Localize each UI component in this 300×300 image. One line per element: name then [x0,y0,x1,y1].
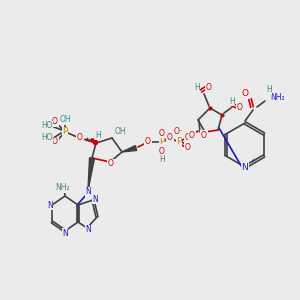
Text: H: H [229,97,235,106]
Text: O: O [77,134,83,142]
Text: OH: OH [59,116,71,124]
Text: N: N [242,163,248,172]
Text: +: + [250,158,255,163]
Text: O: O [201,130,207,140]
Text: O: O [159,148,165,157]
Text: P: P [176,137,182,146]
Text: H: H [159,155,165,164]
Text: O: O [185,133,191,142]
Text: O: O [242,89,248,98]
Polygon shape [122,146,137,152]
Text: O: O [167,133,173,142]
Text: H: H [266,85,272,94]
Text: HO: HO [41,134,53,142]
Text: O: O [108,160,114,169]
Text: NH₂: NH₂ [270,94,285,103]
Text: H: H [194,82,200,91]
Text: HO: HO [41,122,53,130]
Text: ●: ● [90,137,94,142]
Text: O⁻: O⁻ [174,128,184,136]
Text: P: P [159,137,165,146]
Text: O: O [185,142,191,152]
Text: N: N [85,188,91,196]
Text: NH₂: NH₂ [56,184,70,193]
Text: O: O [52,137,58,146]
Text: H: H [113,128,119,136]
Text: O: O [237,103,243,112]
Text: O: O [52,118,58,127]
Text: P: P [62,128,68,136]
Text: H: H [95,130,101,140]
Text: N: N [47,200,53,209]
Text: N: N [62,229,68,238]
Text: OH: OH [114,127,126,136]
Text: O: O [206,82,212,91]
Text: O: O [159,128,165,137]
Polygon shape [88,158,94,190]
Text: O: O [145,137,151,146]
Text: O: O [189,131,195,140]
Text: N: N [85,226,91,235]
Text: N: N [92,194,98,203]
